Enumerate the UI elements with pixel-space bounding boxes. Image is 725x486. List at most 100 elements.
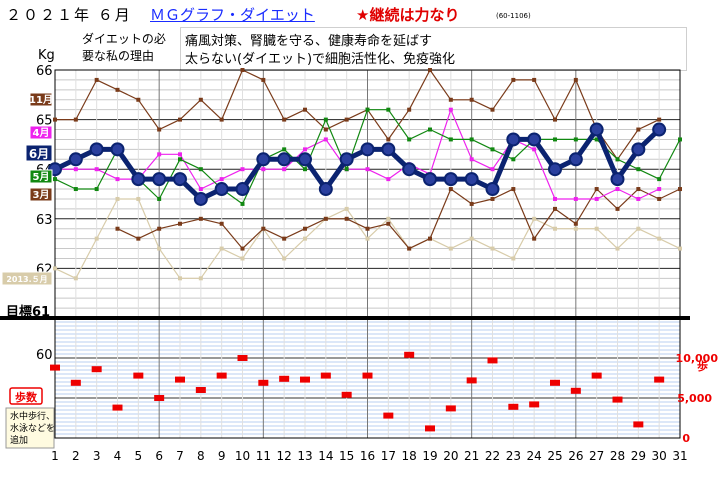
data-point-june [341, 153, 353, 165]
data-point-june [70, 153, 82, 165]
data-point-april [449, 108, 453, 112]
note-line: 水中歩行、 [10, 410, 55, 422]
label-november: 11月 [29, 94, 53, 106]
data-point-march [345, 118, 349, 122]
data-point-may [407, 137, 411, 141]
data-point-november [261, 227, 265, 231]
data-point-may [491, 147, 495, 151]
x-tick-label: 21 [464, 449, 479, 463]
data-point-may [241, 202, 245, 206]
steps-point [154, 395, 164, 401]
data-point-may2019 [678, 247, 682, 251]
steps-point [508, 404, 518, 410]
data-point-march [553, 118, 557, 122]
data-point-november [136, 237, 140, 241]
data-point-may2019 [303, 237, 307, 241]
data-point-november [553, 207, 557, 211]
data-point-may [345, 167, 349, 171]
data-point-april [241, 167, 245, 171]
steps-point [196, 387, 206, 393]
data-point-november [345, 217, 349, 221]
data-point-november [178, 222, 182, 226]
data-point-may [366, 108, 370, 112]
y-tick-label: 66 [36, 64, 53, 79]
data-point-may [553, 137, 557, 141]
data-point-november [407, 247, 411, 251]
data-point-november [678, 187, 682, 191]
data-point-may [574, 137, 578, 141]
data-point-june [591, 124, 603, 136]
data-point-march [53, 118, 57, 122]
steps-point [258, 380, 268, 386]
steps-tick-label: 0 [682, 432, 690, 445]
steps-point [175, 377, 185, 383]
data-point-march [199, 98, 203, 102]
data-point-june [320, 183, 332, 195]
data-point-may2019 [532, 217, 536, 221]
steps-point [633, 421, 643, 427]
data-point-march [116, 88, 120, 92]
note-line: 追加 [10, 434, 28, 446]
x-tick-label: 4 [114, 449, 122, 463]
steps-point [446, 405, 456, 411]
data-point-november [241, 247, 245, 251]
data-point-june [153, 173, 165, 185]
data-point-april [116, 177, 120, 181]
x-tick-label: 8 [197, 449, 205, 463]
x-tick-label: 22 [485, 449, 500, 463]
steps-point [550, 380, 560, 386]
data-point-may2019 [491, 247, 495, 251]
data-point-june [466, 173, 478, 185]
steps-point [529, 401, 539, 407]
data-point-may2019 [511, 256, 515, 260]
x-tick-label: 31 [672, 449, 687, 463]
data-point-may [386, 108, 390, 112]
data-point-june [632, 143, 644, 155]
data-point-november [574, 222, 578, 226]
x-tick-label: 13 [297, 449, 312, 463]
data-point-april [95, 167, 99, 171]
steps-point [571, 388, 581, 394]
data-point-march [282, 118, 286, 122]
data-point-june [299, 153, 311, 165]
data-point-april [491, 167, 495, 171]
x-tick-label: 3 [93, 449, 101, 463]
data-point-march [241, 68, 245, 72]
data-point-april [636, 197, 640, 201]
steps-point [488, 357, 498, 363]
data-point-april [157, 152, 161, 156]
steps-point [71, 380, 81, 386]
label-may: 5月 [33, 171, 50, 183]
data-point-may [53, 177, 57, 181]
data-point-november [199, 217, 203, 221]
data-point-may2019 [220, 247, 224, 251]
label-june: 6月 [29, 147, 49, 161]
data-point-november [386, 222, 390, 226]
data-point-may2019 [553, 227, 557, 231]
steps-point [321, 373, 331, 379]
data-point-november [616, 207, 620, 211]
steps-tick-label: 5,000 [677, 392, 712, 405]
data-point-april [470, 157, 474, 161]
data-point-april [657, 187, 661, 191]
steps-point [92, 366, 102, 372]
label-may2019: 2013.５月 [6, 275, 47, 284]
data-point-may2019 [470, 237, 474, 241]
data-point-march [220, 118, 224, 122]
x-tick-label: 24 [527, 449, 542, 463]
x-tick-label: 19 [422, 449, 437, 463]
data-point-june [237, 183, 249, 195]
data-point-may2019 [136, 197, 140, 201]
data-point-may [449, 137, 453, 141]
steps-point [217, 373, 227, 379]
data-point-june [487, 183, 499, 195]
data-point-march [303, 108, 307, 112]
data-point-may2019 [116, 197, 120, 201]
data-point-june [424, 173, 436, 185]
data-point-may [636, 167, 640, 171]
data-point-june [112, 143, 124, 155]
data-point-june [91, 143, 103, 155]
data-point-november [428, 237, 432, 241]
data-point-may [74, 187, 78, 191]
data-point-may2019 [574, 227, 578, 231]
